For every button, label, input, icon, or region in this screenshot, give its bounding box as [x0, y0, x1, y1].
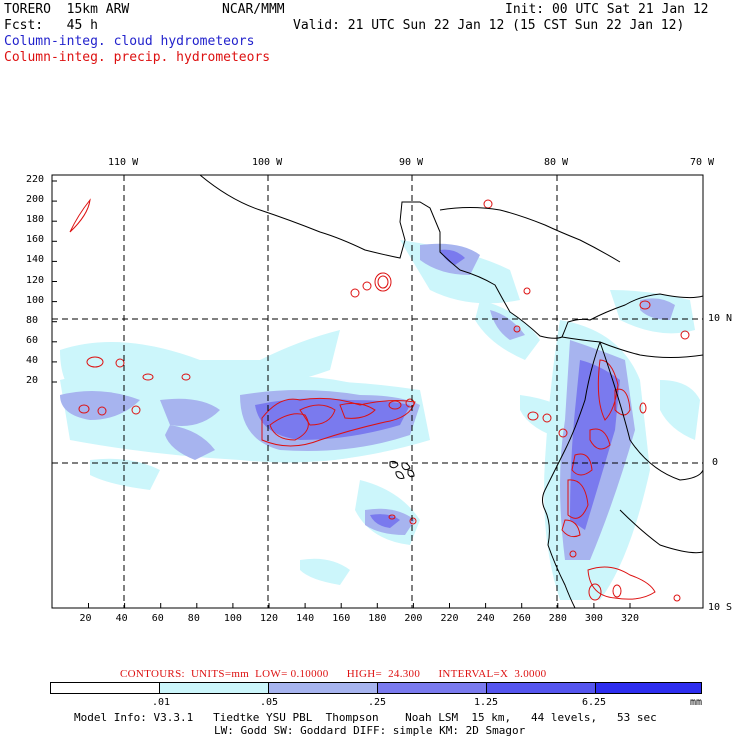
x-tick-label: 260 [512, 613, 531, 624]
lat-label-0: 0 [712, 457, 719, 468]
lon-label-80w: 80 W [544, 157, 569, 168]
x-tick-label: 200 [404, 613, 423, 624]
lon-label-110w: 110 W [108, 157, 139, 168]
x-tick-label: 220 [440, 613, 459, 624]
legend-swatch-1 [160, 683, 269, 693]
forecast-hour: Fcst: 45 h [4, 18, 98, 33]
lon-label-90w: 90 W [399, 157, 424, 168]
x-tick-label: 140 [296, 613, 315, 624]
hydrometeor-field [52, 175, 703, 608]
cloud-field-label: Column-integ. cloud hydrometeors [4, 34, 255, 49]
lon-label-70w: 70 W [690, 157, 715, 168]
legend-unit: mm [690, 697, 703, 708]
legend-label-125: 1.25 [474, 697, 499, 708]
legend-label-05: .05 [260, 697, 279, 708]
lat-label-10n: 10 N [708, 313, 733, 324]
x-tick-label: 320 [621, 613, 640, 624]
x-tick-label: 280 [548, 613, 567, 624]
y-tick-label: 100 [26, 294, 45, 306]
y-tick-label: 120 [26, 274, 45, 286]
x-tick-label: 40 [115, 613, 128, 624]
init-time: Init: 00 UTC Sat 21 Jan 12 [505, 2, 709, 17]
x-tick-label: 80 [187, 613, 200, 624]
color-legend [50, 682, 702, 694]
lon-label-100w: 100 W [252, 157, 283, 168]
x-tick-label: 20 [79, 613, 92, 624]
legend-label-25: .25 [368, 697, 387, 708]
legend-label-01: .01 [152, 697, 171, 708]
y-tick-label: 60 [26, 334, 39, 346]
lat-label-10s: 10 S [708, 602, 733, 613]
x-tick-label: 300 [584, 613, 603, 624]
y-tick-label: 80 [26, 314, 39, 326]
x-tick-label: 180 [368, 613, 387, 624]
x-tick-label: 160 [332, 613, 351, 624]
legend-label-625: 6.25 [582, 697, 607, 708]
precip-field-label: Column-integ. precip. hydrometeors [4, 50, 271, 65]
y-tick-label: 20 [26, 375, 39, 386]
y-tick-label: 140 [26, 254, 45, 266]
legend-swatch-0 [51, 683, 160, 693]
legend-swatch-5 [596, 683, 701, 693]
y-tick-label: 180 [26, 214, 45, 226]
x-tick-label: 60 [151, 613, 164, 624]
legend-swatch-3 [378, 683, 487, 693]
x-tick-label: 240 [476, 613, 495, 624]
contours-info: CONTOURS: UNITS=mm LOW= 0.10000 HIGH= 24… [120, 668, 547, 680]
y-tick-label: 200 [26, 194, 45, 206]
y-tick-label: 160 [26, 234, 45, 246]
x-tick-label: 100 [223, 613, 242, 624]
model-title: TORERO 15km ARW [4, 2, 130, 17]
y-tick-label: 40 [26, 354, 39, 366]
model-info: Model Info: V3.3.1 Tiedtke YSU PBL Thomp… [74, 711, 657, 724]
legend-swatch-2 [269, 683, 378, 693]
valid-time: Valid: 21 UTC Sun 22 Jan 12 (15 CST Sun … [293, 18, 685, 33]
center-label: NCAR/MMM [222, 2, 285, 17]
y-tick-label: 220 [26, 174, 45, 185]
x-tick-label: 120 [260, 613, 279, 624]
legend-swatch-4 [487, 683, 596, 693]
physics-info: LW: Godd SW: Goddard DIFF: simple KM: 2D… [214, 724, 526, 737]
